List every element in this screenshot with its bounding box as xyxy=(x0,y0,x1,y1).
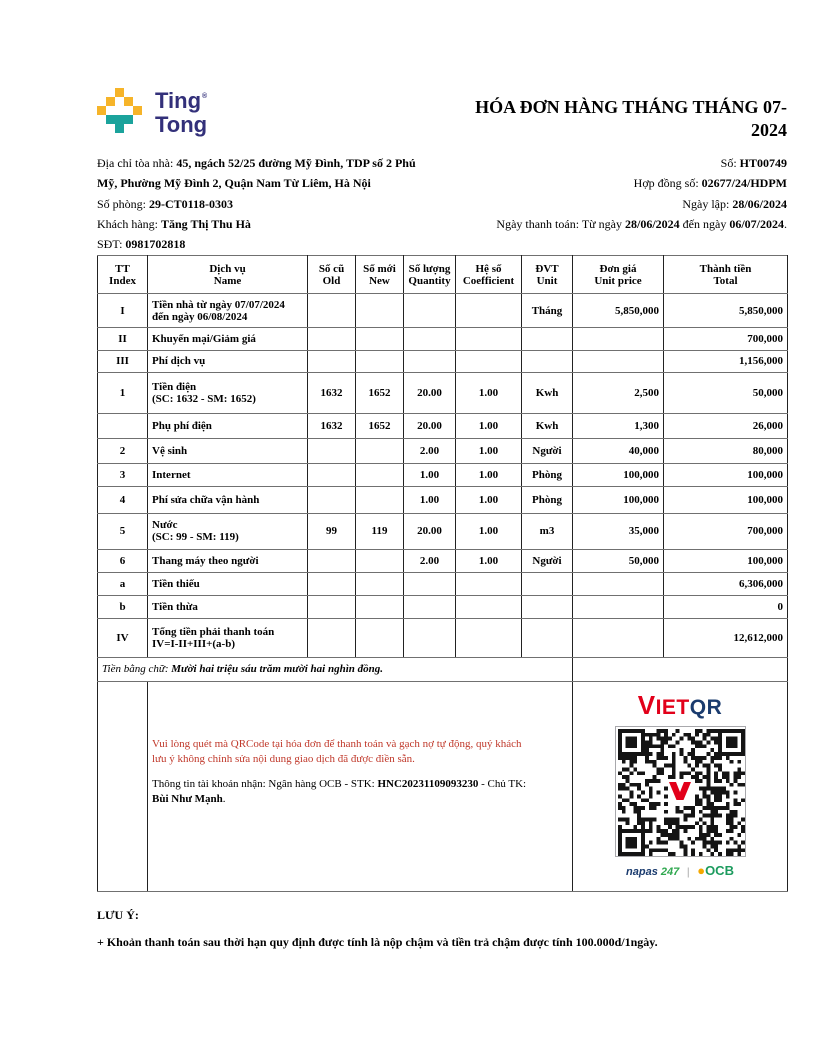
svg-text:®: ® xyxy=(202,92,208,100)
svg-text:Tong: Tong xyxy=(155,112,207,137)
svg-text:Ting: Ting xyxy=(155,88,201,113)
